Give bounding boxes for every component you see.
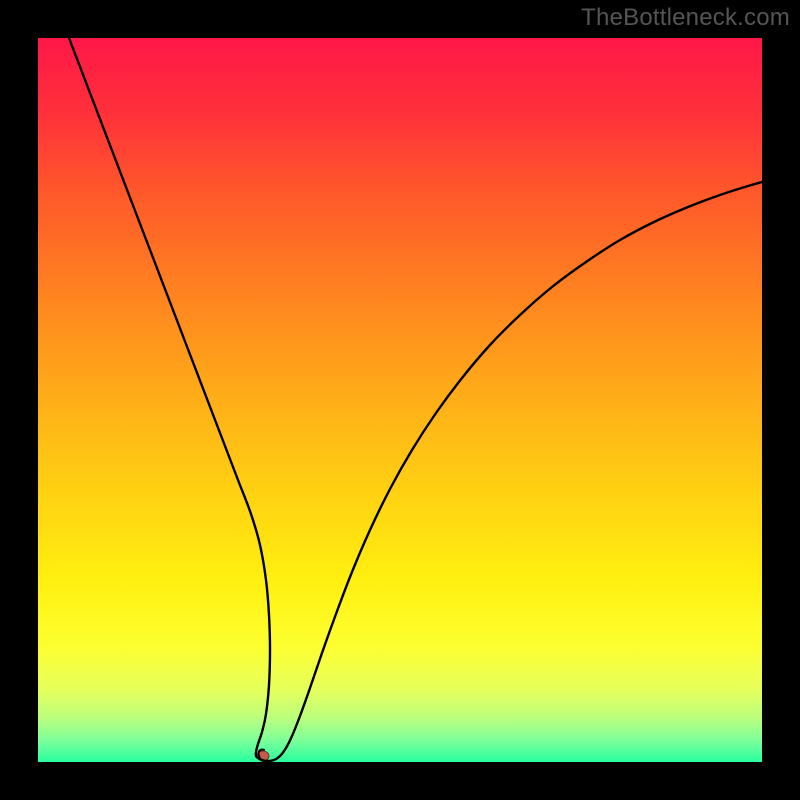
plot-area: [38, 38, 762, 762]
bottleneck-chart: [0, 0, 800, 800]
canvas-root: TheBottleneck.com: [0, 0, 800, 800]
watermark-text: TheBottleneck.com: [581, 4, 790, 32]
